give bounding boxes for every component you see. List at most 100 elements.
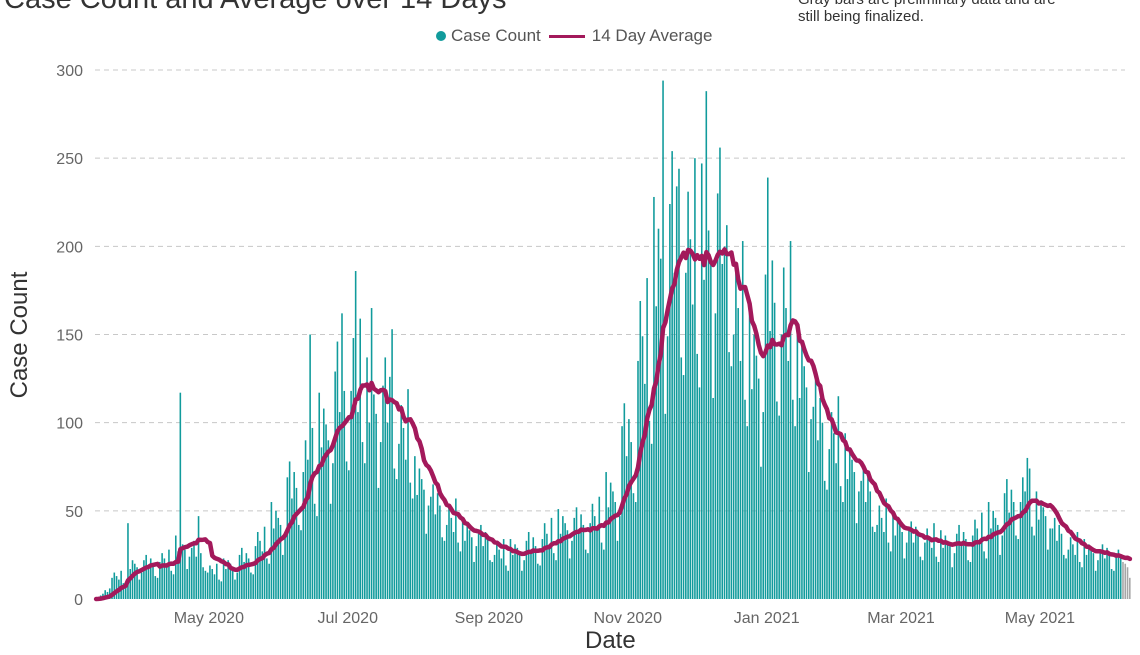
case-count-bar <box>1056 540 1058 599</box>
case-count-bar <box>951 567 953 599</box>
case-count-bar <box>188 556 191 599</box>
case-count-bar <box>459 551 462 599</box>
case-count-bar <box>511 554 514 599</box>
case-count-bar <box>844 433 846 599</box>
case-count-bar <box>338 412 341 599</box>
case-count-bar <box>377 487 380 599</box>
case-count-bar <box>821 422 824 599</box>
case-count-bar <box>974 519 976 599</box>
case-count-bar <box>530 549 532 599</box>
case-count-bar <box>698 387 701 599</box>
case-count-bar <box>525 540 528 599</box>
case-count-bar <box>341 313 343 599</box>
case-count-bar <box>1037 519 1040 599</box>
case-count-bar <box>996 524 999 599</box>
case-count-bar <box>896 517 899 599</box>
case-count-bar <box>817 440 819 599</box>
case-count-bar <box>568 558 571 599</box>
case-count-chart: 0 50 100 150 200 250 300 May 2020 Jul 2020 Sep 20… <box>56 63 1133 627</box>
case-count-bar <box>243 561 245 599</box>
note-line-1: Gray bars are preliminary data and are <box>798 0 1138 8</box>
case-count-bar <box>256 531 259 599</box>
case-count-bar <box>539 565 541 599</box>
case-count-bar <box>700 163 703 599</box>
case-count-bar <box>334 371 336 599</box>
case-count-bar <box>357 412 359 599</box>
case-count-bar <box>823 480 826 599</box>
case-count-bar <box>789 241 792 599</box>
case-count-bar <box>343 390 346 599</box>
case-count-bar <box>352 338 355 599</box>
case-count-bar <box>716 193 719 599</box>
case-count-bar <box>195 556 198 599</box>
case-count-bar <box>894 535 897 599</box>
case-count-bar <box>502 539 505 599</box>
case-count-bar <box>1094 570 1097 599</box>
case-count-bar <box>514 544 516 599</box>
case-count-bar <box>892 512 894 599</box>
case-count-bar <box>1060 533 1063 599</box>
case-count-bar <box>541 539 544 599</box>
case-count-bar <box>507 570 509 599</box>
y-tick-label: 150 <box>56 328 83 345</box>
case-count-bar <box>523 560 525 599</box>
case-count-bar <box>1076 531 1079 599</box>
case-count-bar <box>721 263 724 599</box>
case-count-bar <box>414 456 416 599</box>
case-count-bar <box>368 422 371 599</box>
case-count-bar <box>359 318 361 599</box>
case-count-bar <box>245 553 248 599</box>
case-count-bar <box>204 570 207 599</box>
case-count-bar <box>719 147 721 599</box>
case-count-bar <box>327 440 330 599</box>
case-count-bar <box>689 239 692 599</box>
case-count-bar <box>598 496 601 599</box>
case-count-bar <box>416 494 418 599</box>
case-count-bar <box>609 482 612 599</box>
case-count-bar <box>919 556 922 599</box>
case-count-bar <box>193 540 195 599</box>
case-count-bar <box>252 574 254 599</box>
legend-case-count-marker <box>436 31 446 41</box>
case-count-bar <box>161 553 163 599</box>
case-count-bar <box>304 440 307 599</box>
case-count-bar <box>172 574 175 599</box>
case-count-bar <box>1117 549 1120 599</box>
case-count-bar <box>801 345 803 599</box>
case-count-bar <box>434 514 437 599</box>
case-count-bar <box>165 565 168 599</box>
case-count-bar <box>473 561 475 599</box>
case-count-bar <box>994 517 997 599</box>
case-count-bar <box>409 482 412 599</box>
x-tick-label: Jul 2020 <box>317 610 378 627</box>
case-count-bar <box>735 267 737 599</box>
case-count-bar <box>999 554 1001 599</box>
case-count-bar <box>395 479 398 599</box>
case-count-bar <box>764 274 767 599</box>
case-count-bar <box>908 530 910 599</box>
case-count-bar <box>1001 535 1004 599</box>
case-count-bar <box>833 433 835 599</box>
average-line <box>93 247 1133 602</box>
case-count-bar <box>211 569 213 599</box>
case-count-bar <box>1090 547 1092 599</box>
case-count-bar <box>156 577 159 599</box>
case-count-bar <box>981 512 983 599</box>
case-count-bar <box>664 413 667 599</box>
case-count-bar <box>190 547 193 599</box>
case-count-bar <box>1042 507 1045 599</box>
case-count-bar <box>650 443 653 599</box>
case-count-bar <box>805 387 808 599</box>
case-count-bar <box>1108 554 1111 599</box>
case-count-bar <box>671 151 673 599</box>
case-count-bar <box>181 544 184 599</box>
case-count-bar <box>1119 556 1122 599</box>
case-count-bar <box>828 449 831 599</box>
case-count-bar <box>858 491 860 599</box>
case-count-bar <box>1015 535 1017 599</box>
case-count-bar <box>878 505 881 599</box>
case-count-bar <box>174 535 177 599</box>
case-count-bar <box>798 397 801 599</box>
case-count-bar <box>1040 500 1042 599</box>
case-count-bar <box>322 408 325 599</box>
